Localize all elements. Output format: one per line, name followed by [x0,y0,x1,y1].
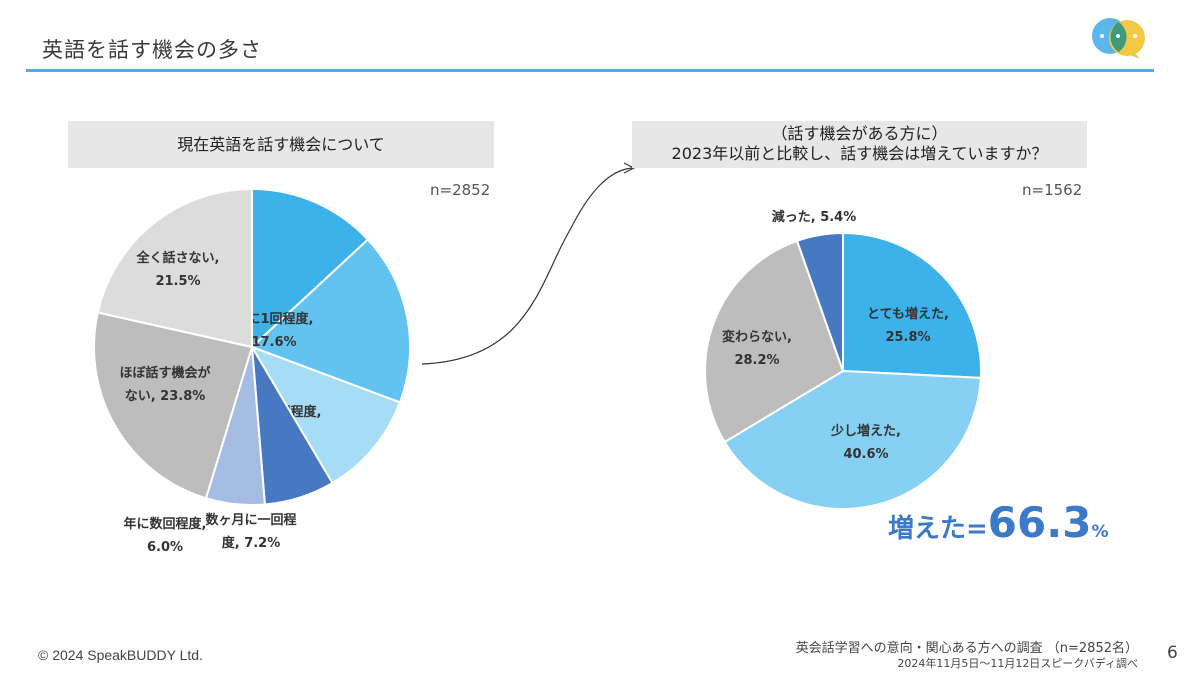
pie-slice [704,239,845,444]
highlight-value: 66.3 [987,498,1092,547]
slice-label: とても増えた, 25.8% [867,306,949,345]
title-divider [26,69,1154,72]
chart2-title-line2: 2023年以前と比較し、話す機会は増えていますか？ [671,144,1048,163]
pie-slice [795,231,844,372]
highlight-unit: % [1091,522,1109,542]
pie-slice [723,369,982,510]
pie-chart-change-since-2023: とても増えた, 25.8% 少し増えた, 40.6% 変わらない, 28.2% 減った, 5… [704,209,982,510]
slice-label: 変わらない, 28.2% [722,329,792,368]
page-title: 英語を話す機会の多さ [42,38,262,62]
slice-label: 全く話さない, 21.5% [136,250,220,289]
chart1-title-box: 現在英語を話す機会について [68,121,494,168]
slice-label: 年に数回程度, 6.0% [124,516,207,555]
pie-slice [842,231,982,379]
speakbuddy-logo-icon [1092,18,1145,59]
chart2-title-line1: （話す機会がある方に） [771,124,948,143]
chart2-title-box: （話す機会がある方に） 2023年以前と比較し、話す機会は増えていますか？ [632,121,1087,168]
pie-slice [251,187,370,350]
copyright: © 2024 SpeakBUDDY Ltd. [38,647,203,663]
increased-total-highlight: 増えた=66.3% [888,498,1108,547]
slice-label: ほぼ話す機会がない, 23.8% [119,365,210,404]
slice-label: 減った, 5.4% [772,209,857,225]
source-note: 英会話学習への意向・関心ある方への調査 （n=2852名） [795,641,1138,656]
slice-label: 数ヶ月に一回程度, 7.2% [205,512,296,551]
chart1-sample-size: n=2852 [430,181,491,199]
pie-slice [249,345,402,485]
survey-dates: 2024年11月5日〜11月12日スピークバディ調べ [897,657,1138,670]
connector-arrow [421,162,636,365]
highlight-prefix: 増えた= [888,514,988,544]
slice-label: 週に1回程度, 17.6% [235,311,314,350]
slice-label: 少し増えた, 40.6% [830,423,901,462]
pie-slice [96,187,253,349]
pie-slice [93,311,254,500]
chart1-title: 現在英語を話す機会について [177,135,385,154]
chart2-sample-size: n=1562 [1022,181,1083,199]
pie-chart-current-speaking: ほぼ毎日,13.1%週に1回程度,17.6%月に数回程度,10.8%数ヶ月に一回… [93,187,411,555]
page-number: 6 [1167,643,1178,663]
